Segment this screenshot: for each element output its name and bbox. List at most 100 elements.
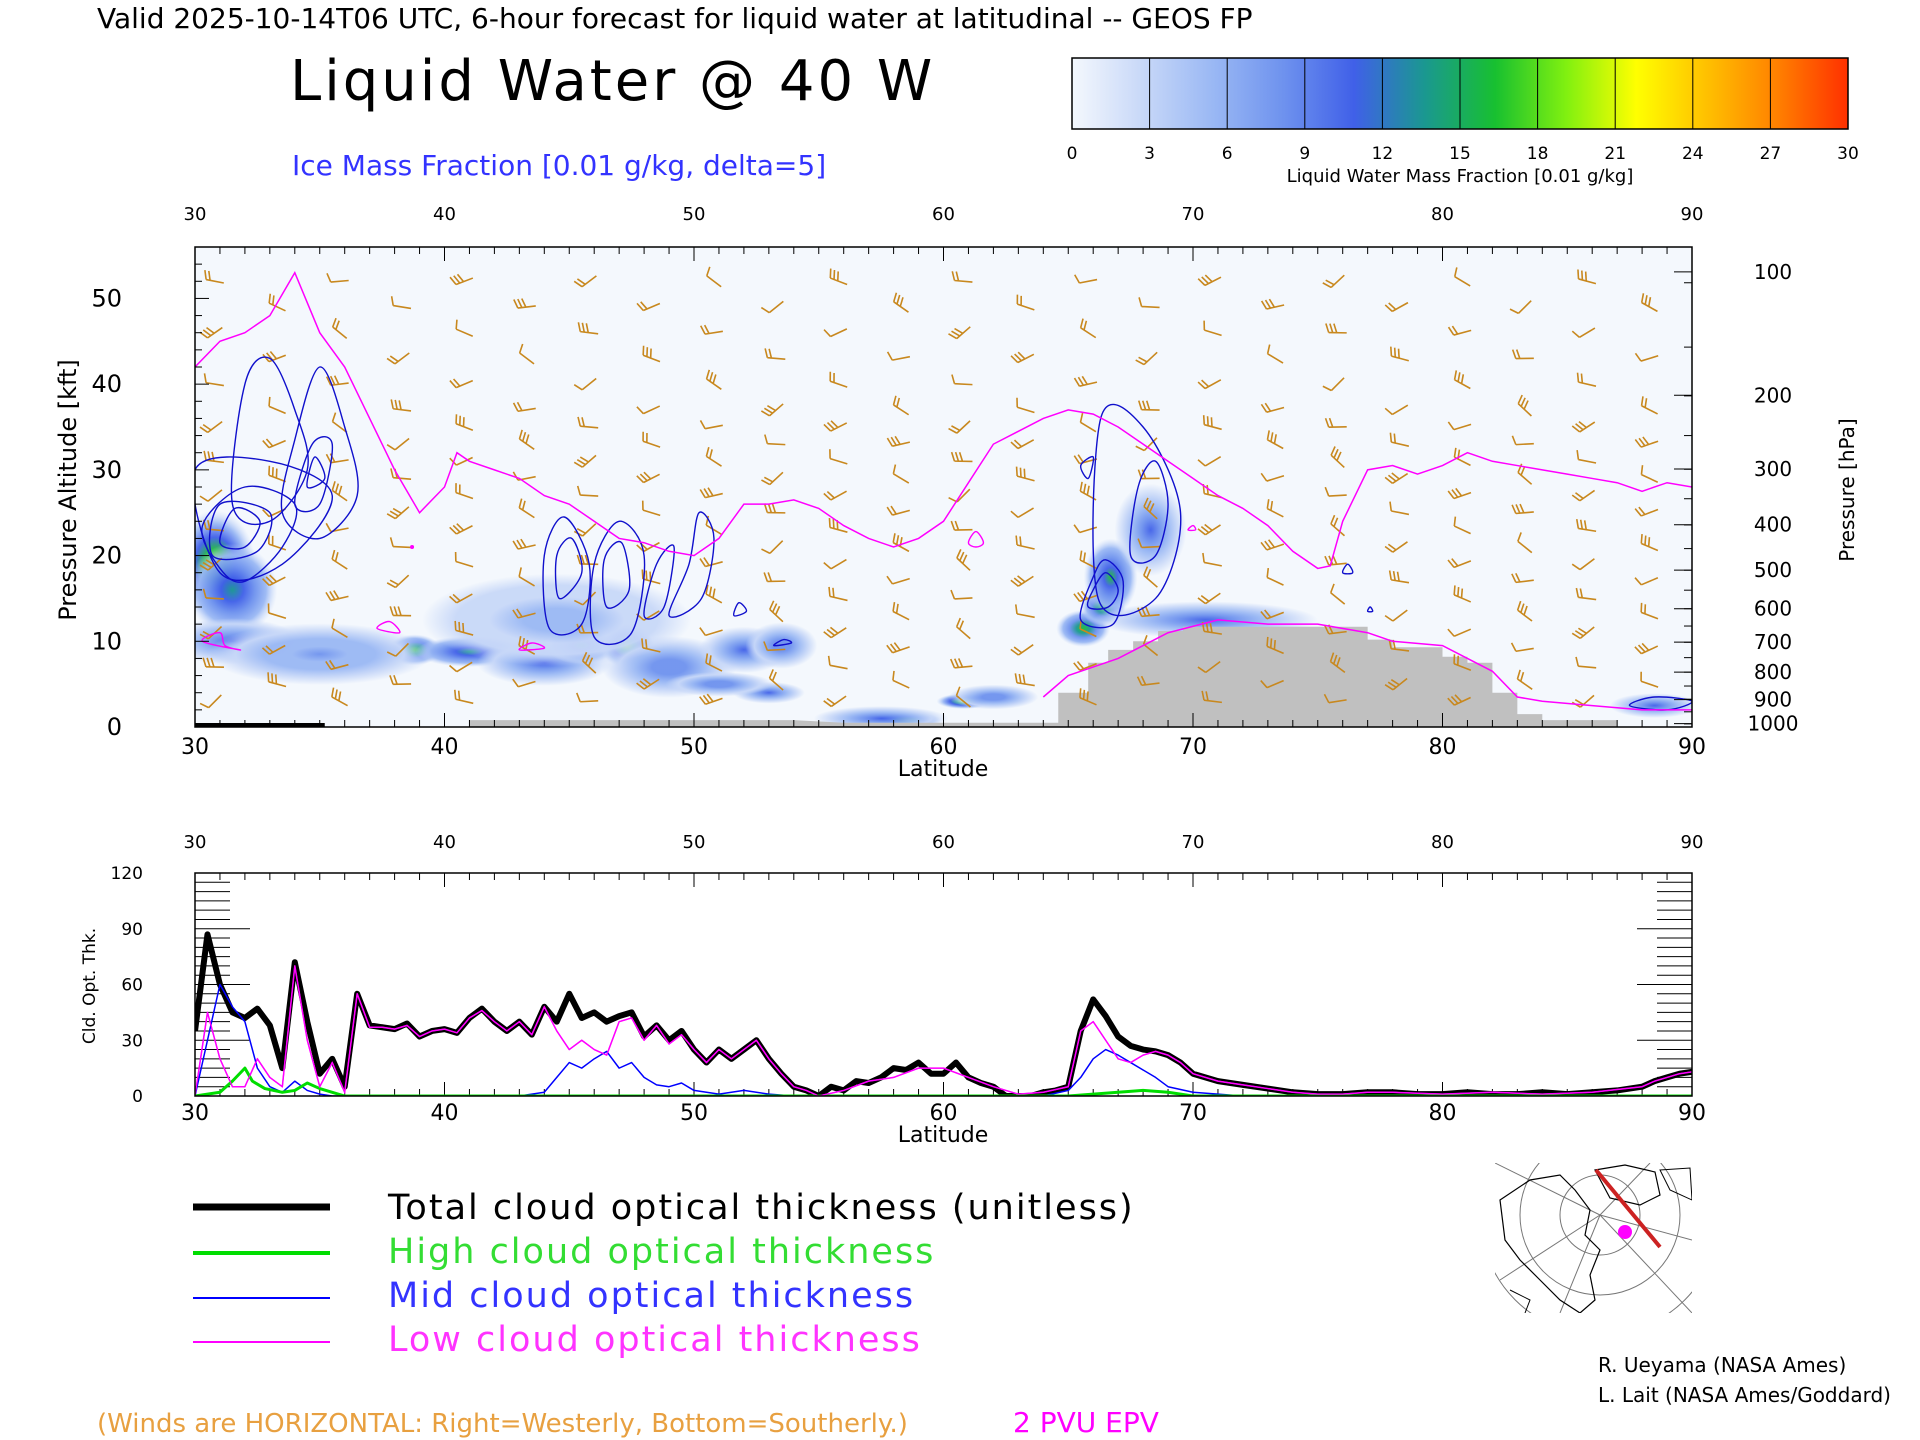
wind-barb [1010, 351, 1035, 364]
y-tick-label: 20 [91, 542, 122, 570]
wind-barb [1197, 660, 1221, 674]
wind-barb [763, 503, 786, 514]
bottom-x-tick-labels: 30 40 50 60 70 80 90 [181, 1101, 1706, 1126]
bottom-y-tick-labels: 0 30 60 90 120 [111, 864, 143, 1107]
colorbar-tick-label: 15 [1449, 144, 1471, 164]
wind-barb [203, 373, 224, 387]
colorbar-tick-label: 0 [1067, 144, 1078, 164]
colorbar-tick-label: 21 [1604, 144, 1626, 164]
wind-barb [1640, 671, 1659, 688]
wind-barb [763, 572, 786, 583]
bottom-x-tick-label-upper: 70 [1182, 832, 1205, 853]
wind-barb [1260, 679, 1284, 689]
wind-barb [823, 328, 848, 338]
wind-barb [454, 620, 474, 636]
wind-barb [512, 538, 536, 550]
wind-barb [705, 447, 722, 467]
liquid-water-blob [422, 573, 692, 667]
liquid-water-panel: 30 40 50 60 70 80 90 30 40 50 60 70 80 90 0 10 20 30 40 5… [54, 204, 1859, 782]
wind-barb [1511, 572, 1534, 584]
wind-barb [1575, 656, 1597, 669]
wind-barb [892, 395, 910, 416]
series-mid [195, 983, 1692, 1096]
series-high [195, 1066, 1692, 1096]
wind-barb [1390, 346, 1409, 362]
wind-barb [268, 465, 287, 483]
wind-barb [1197, 379, 1222, 390]
ice-contour [602, 540, 631, 609]
wind-barb [1329, 652, 1346, 674]
wind-barb [705, 653, 723, 672]
ice-subtitle: Ice Mass Fraction [0.01 g/kg, delta=5] [292, 149, 826, 182]
colorbar-label: Liquid Water Mass Fraction [0.01 g/kg] [1287, 166, 1634, 187]
wind-barb [326, 273, 349, 283]
wind-barb [829, 449, 848, 465]
x-tick-label: 90 [1678, 735, 1706, 760]
wind-barb [886, 351, 911, 361]
locator-map [1495, 1163, 1692, 1313]
wind-barb [1137, 538, 1160, 549]
bottom-x-tick-label-upper: 90 [1681, 832, 1704, 853]
wind-barb [760, 300, 784, 314]
wind-barb [1571, 558, 1595, 571]
wind-barb [1322, 274, 1345, 289]
wind-barb [518, 498, 535, 519]
wind-barb [1266, 499, 1284, 518]
wind-barb [268, 396, 286, 415]
wind-barb [636, 678, 660, 690]
wind-barb [699, 693, 723, 705]
wind-barb [1135, 351, 1158, 366]
wind-barb [1143, 497, 1158, 520]
wind-barb [950, 589, 973, 600]
wind-barb [199, 557, 223, 571]
wind-barb [760, 403, 784, 417]
wind-barb [829, 371, 848, 388]
wind-barb [1447, 421, 1472, 431]
wind-barb [1634, 352, 1659, 362]
wind-barb [1203, 320, 1222, 337]
wind-barb [1266, 430, 1284, 450]
liquid-water-blob [813, 706, 949, 727]
credit-2: L. Lait (NASA Ames/Goddard) [1598, 1383, 1891, 1407]
wind-barb [1384, 609, 1408, 622]
wind-barb [886, 575, 910, 585]
valid-line: Valid 2025-10-14T06 UTC, 6-hour forecast… [97, 2, 1253, 35]
wind-barb [823, 626, 847, 639]
wind-barb [1073, 375, 1098, 387]
wind-barb [1079, 412, 1097, 433]
y-tick-label: 30 [91, 456, 122, 484]
wind-barb [1384, 404, 1409, 416]
wind-barb [1010, 644, 1034, 656]
wind-barb [1197, 274, 1222, 287]
wind-barb [1142, 635, 1159, 657]
wind-barb [892, 670, 910, 689]
wind-barb [761, 471, 784, 486]
wind-barb [699, 627, 723, 637]
wind-barb [1516, 600, 1533, 622]
wind-barb [1447, 487, 1472, 500]
wind-barb [1197, 523, 1221, 536]
bottom-x-tick-label: 80 [1429, 1101, 1457, 1126]
wind-barb [389, 675, 412, 686]
wind-barb [1073, 524, 1098, 534]
bottom-x-tick-label-upper: 60 [932, 832, 955, 853]
ice-contour [219, 506, 261, 550]
series-low-overlay [195, 965, 1692, 1096]
colorbar: 0 3 6 9 12 15 18 21 24 27 30 Liquid Water Mass Fra… [1067, 57, 1859, 187]
wind-barb [576, 692, 599, 703]
pressure-tick-label: 100 [1754, 260, 1792, 284]
wind-barb [1079, 688, 1097, 706]
bottom-x-tick-label-upper: 30 [184, 832, 207, 853]
wind-barb [268, 293, 286, 312]
bottom-x-tick-labels-upper: 30 40 50 60 70 80 90 [184, 832, 1704, 853]
wind-barb [386, 352, 410, 365]
wind-barb [636, 301, 661, 312]
ice-contour [643, 544, 675, 620]
colorbar-tick-label: 6 [1222, 144, 1233, 164]
pressure-tick-label: 800 [1754, 660, 1792, 684]
wind-barb [1135, 437, 1158, 452]
ice-contour [668, 511, 715, 618]
epv-line-lower [1042, 619, 1692, 711]
wind-barb [1453, 585, 1472, 603]
